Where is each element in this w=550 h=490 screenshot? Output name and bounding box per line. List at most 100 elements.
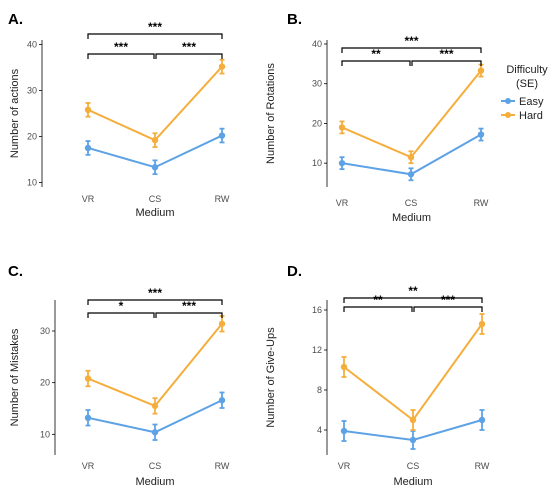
- data-point: [409, 436, 417, 444]
- series-hard: [84, 58, 226, 148]
- data-point: [218, 320, 226, 327]
- legend-swatch-point: [505, 98, 511, 104]
- series-easy: [338, 127, 485, 182]
- series-easy: [84, 127, 226, 176]
- legend-title-line1: Difficulty: [506, 64, 548, 76]
- y-tick-label: 10: [312, 158, 322, 168]
- x-axis-label: Medium: [392, 212, 431, 224]
- y-tick-label: 16: [312, 305, 322, 315]
- significance-bracket: [341, 47, 482, 53]
- significance-bracket: [155, 312, 223, 318]
- x-tick-label: RW: [474, 198, 489, 208]
- significance-brackets: *** *** ***: [87, 20, 223, 59]
- legend-swatch-point: [505, 112, 511, 118]
- significance-label: **: [371, 47, 381, 61]
- data-point: [338, 159, 346, 167]
- significance-bracket: [341, 60, 411, 66]
- significance-label: *: [119, 299, 124, 313]
- data-point: [478, 320, 486, 328]
- x-tick-label: CS: [149, 461, 162, 471]
- legend-item-easy: Easy: [501, 96, 544, 108]
- y-tick-label: 20: [40, 378, 50, 388]
- significance-label: ***: [441, 293, 455, 307]
- significance-label: **: [373, 293, 383, 307]
- y-axis-label: Number of Give-Ups: [265, 327, 277, 428]
- y-tick-label: 30: [312, 79, 322, 89]
- x-tick-label: CS: [149, 194, 162, 204]
- x-axis-label: Medium: [393, 476, 432, 488]
- significance-label: **: [408, 284, 418, 298]
- y-tick-label: 40: [312, 39, 322, 49]
- x-tick-label: CS: [405, 198, 418, 208]
- data-point: [151, 402, 159, 410]
- significance-bracket: [411, 60, 482, 66]
- data-point: [151, 429, 159, 436]
- panel-letter: B.: [287, 11, 302, 28]
- data-point: [477, 67, 485, 74]
- legend-title-line2: (SE): [516, 78, 538, 90]
- series-line: [343, 323, 483, 422]
- significance-label: ***: [148, 20, 162, 34]
- data-point: [218, 397, 226, 404]
- y-tick-label: 12: [312, 345, 322, 355]
- y-tick-label: 10: [27, 177, 37, 187]
- significance-label: ***: [439, 47, 453, 61]
- y-axis-label: Number of Mistakes: [9, 328, 21, 426]
- significance-brackets: *******: [343, 284, 483, 312]
- x-tick-label: VR: [336, 198, 349, 208]
- series-line: [341, 69, 482, 159]
- data-point: [151, 136, 159, 144]
- data-point: [407, 154, 415, 161]
- significance-bracket: [87, 299, 223, 305]
- data-point: [151, 164, 159, 171]
- significance-label: ***: [404, 34, 418, 48]
- legend-label: Easy: [519, 96, 544, 108]
- legend-items: Easy Hard: [501, 96, 544, 122]
- y-tick-label: 4: [317, 425, 322, 435]
- significance-bracket: [413, 306, 483, 312]
- y-tick-label: 8: [317, 385, 322, 395]
- legend-item-hard: Hard: [501, 110, 543, 122]
- significance-label: ***: [182, 40, 196, 54]
- data-point: [409, 416, 417, 424]
- series-line: [87, 323, 223, 408]
- y-tick-label: 20: [312, 118, 322, 128]
- data-point: [478, 416, 486, 424]
- data-point: [340, 363, 348, 371]
- y-tick-label: 20: [27, 131, 37, 141]
- x-tick-label: RW: [475, 461, 490, 471]
- series-hard: [84, 315, 226, 415]
- y-tick-label: 40: [27, 40, 37, 50]
- legend: Difficulty (SE) Easy Hard: [501, 64, 548, 122]
- significance-label: ***: [114, 40, 128, 54]
- significance-bracket: [343, 306, 413, 312]
- data-point: [218, 132, 226, 139]
- data-point: [84, 414, 92, 421]
- panels: A. 10 20 30 40 VR CS RW Medium Number of actions *…: [8, 11, 490, 488]
- panel-letter: C.: [8, 263, 23, 280]
- y-axis-label: Number of Rotations: [265, 63, 277, 164]
- significance-bracket: [87, 33, 223, 39]
- panel-0: A. 10 20 30 40 VR CS RW Medium Number of actions *…: [8, 11, 230, 219]
- y-tick-label: 30: [40, 326, 50, 336]
- x-tick-label: CS: [407, 461, 420, 471]
- panel-3: D. 4 8 12 16 VR CS RW Medium Number of Give-Ups **…: [265, 263, 490, 488]
- series-easy: [340, 409, 486, 450]
- x-tick-label: RW: [215, 461, 230, 471]
- significance-bracket: [155, 53, 223, 59]
- data-point: [84, 144, 92, 152]
- x-axis-label: Medium: [135, 476, 174, 488]
- x-axis-label: Medium: [135, 207, 174, 219]
- significance-bracket: [87, 53, 155, 59]
- series-line: [87, 65, 223, 142]
- data-point: [340, 427, 348, 435]
- panel-letter: D.: [287, 263, 302, 280]
- legend-label: Hard: [519, 110, 543, 122]
- data-point: [338, 124, 346, 131]
- significance-label: ***: [148, 286, 162, 300]
- series-easy: [84, 391, 226, 441]
- y-tick-label: 10: [40, 429, 50, 439]
- y-tick-label: 30: [27, 86, 37, 96]
- x-tick-label: VR: [82, 194, 95, 204]
